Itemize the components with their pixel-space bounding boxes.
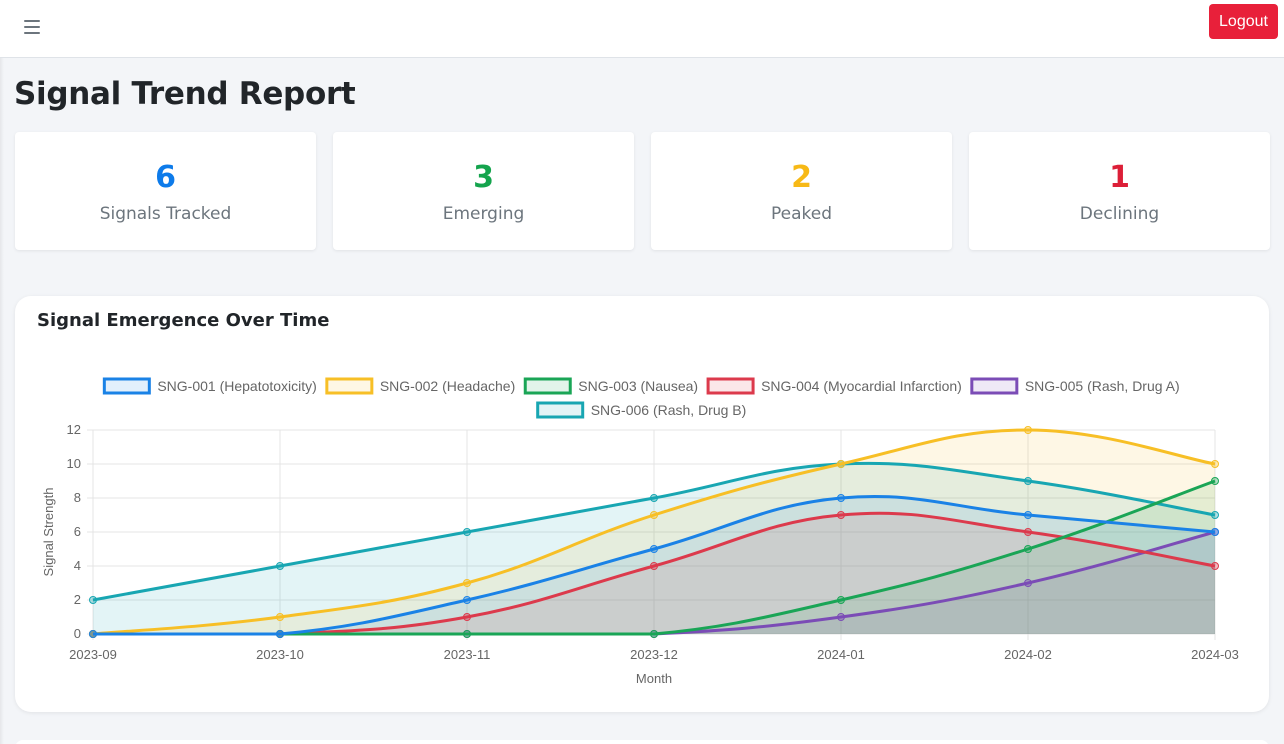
chart-title: Signal Emergence Over Time <box>37 310 330 331</box>
legend-item: SNG-001 (Hepatotoxicity) <box>102 377 317 395</box>
data-point <box>276 562 284 570</box>
legend-item: SNG-003 (Nausea) <box>523 377 698 395</box>
stat-label: Signals Tracked <box>99 204 232 224</box>
x-tick-label: 2024-03 <box>1191 647 1239 662</box>
data-point <box>1211 460 1219 468</box>
data-point <box>463 613 471 621</box>
next-card <box>15 740 1269 744</box>
series-line <box>92 494 1216 636</box>
data-point <box>837 613 845 621</box>
data-point <box>1024 426 1032 434</box>
stat-value: 1 <box>1109 160 1130 195</box>
x-tick-label: 2023-11 <box>444 647 491 662</box>
data-point <box>1024 511 1032 519</box>
data-point <box>1024 579 1032 587</box>
stat-card-declining: 1 Declining <box>969 132 1270 250</box>
stat-value: 2 <box>791 160 812 195</box>
x-tick-label: 2024-01 <box>817 647 865 662</box>
data-point <box>1024 477 1032 485</box>
data-point <box>650 562 658 570</box>
y-tick-label: 6 <box>74 524 81 539</box>
data-point <box>1211 511 1219 519</box>
x-tick-label: 2023-09 <box>69 647 117 662</box>
stat-card-signals-tracked: 6 Signals Tracked <box>15 132 316 250</box>
data-point <box>276 630 284 638</box>
series-line <box>92 461 1216 602</box>
data-point <box>650 630 658 638</box>
y-axis-title: Signal Strength <box>41 488 56 577</box>
chart-ticks: 0 2 4 6 8 10 12 2023-09 2023-10 2023-11 2023-12 202… <box>67 422 1239 662</box>
legend-label: SNG-003 (Nausea) <box>578 378 698 394</box>
legend-label: SNG-001 (Hepatotoxicity) <box>157 378 317 394</box>
data-point <box>1211 528 1219 536</box>
chart-lines <box>89 426 1219 638</box>
stat-label: Peaked <box>770 204 832 224</box>
legend-label: SNG-004 (Myocardial Infarction) <box>761 378 962 394</box>
legend-item: SNG-002 (Headache) <box>325 377 515 395</box>
legend-swatch <box>325 377 374 395</box>
y-tick-label: 10 <box>67 456 81 471</box>
stat-value: 6 <box>155 160 176 195</box>
series-line <box>92 428 1216 636</box>
series-area <box>93 532 1215 634</box>
y-tick-label: 12 <box>67 422 81 437</box>
data-point <box>650 494 658 502</box>
legend-swatch <box>970 377 1019 395</box>
data-point <box>89 630 97 638</box>
data-point <box>650 545 658 553</box>
legend-item: SNG-005 (Rash, Drug A) <box>970 377 1180 395</box>
stat-value: 3 <box>473 160 494 195</box>
data-point <box>276 613 284 621</box>
chart-card: Signal Emergence Over Time 0 2 4 6 8 10 12 2023… <box>15 296 1269 712</box>
x-tick-label: 2023-12 <box>630 647 678 662</box>
data-point <box>463 579 471 587</box>
y-tick-label: 2 <box>74 592 81 607</box>
legend-label: SNG-005 (Rash, Drug A) <box>1025 378 1180 394</box>
chart-legend: SNG-001 (Hepatotoxicity) SNG-002 (Headach… <box>102 377 1180 419</box>
legend-swatch <box>523 377 572 395</box>
page-title: Signal Trend Report <box>14 76 356 112</box>
data-point <box>837 494 845 502</box>
data-point <box>1211 562 1219 570</box>
y-tick-label: 4 <box>74 558 81 573</box>
x-tick-label: 2024-02 <box>1004 647 1052 662</box>
top-navbar: Logout <box>0 0 1284 58</box>
stat-card-peaked: 2 Peaked <box>651 132 952 250</box>
legend-label: SNG-006 (Rash, Drug B) <box>591 402 747 418</box>
y-tick-label: 0 <box>74 626 81 641</box>
data-point <box>837 460 845 468</box>
legend-item: SNG-006 (Rash, Drug B) <box>536 401 747 419</box>
data-point <box>463 528 471 536</box>
x-tick-label: 2023-10 <box>256 647 304 662</box>
data-point <box>89 596 97 604</box>
series-area <box>93 481 1215 634</box>
stat-card-emerging: 3 Emerging <box>333 132 634 250</box>
data-point <box>837 511 845 519</box>
data-point <box>837 596 845 604</box>
signal-trend-chart: 0 2 4 6 8 10 12 2023-09 2023-10 2023-11 2023-12 202… <box>41 377 1239 686</box>
data-point <box>463 630 471 638</box>
legend-label: SNG-002 (Headache) <box>380 378 515 394</box>
series-area <box>93 430 1215 634</box>
legend-item: SNG-004 (Myocardial Infarction) <box>706 377 962 395</box>
logout-button[interactable]: Logout <box>1209 4 1278 39</box>
sidebar-edge <box>0 58 4 744</box>
data-point <box>1024 545 1032 553</box>
legend-swatch <box>102 377 151 395</box>
y-tick-label: 8 <box>74 490 81 505</box>
data-point <box>1211 477 1219 485</box>
data-point <box>650 511 658 519</box>
data-point <box>463 596 471 604</box>
legend-swatch <box>706 377 755 395</box>
x-axis-title: Month <box>636 671 672 686</box>
legend-swatch <box>536 401 585 419</box>
stat-label: Declining <box>1079 204 1160 224</box>
stat-label: Emerging <box>442 204 525 224</box>
data-point <box>1024 528 1032 536</box>
hamburger-menu-icon[interactable] <box>22 17 42 37</box>
